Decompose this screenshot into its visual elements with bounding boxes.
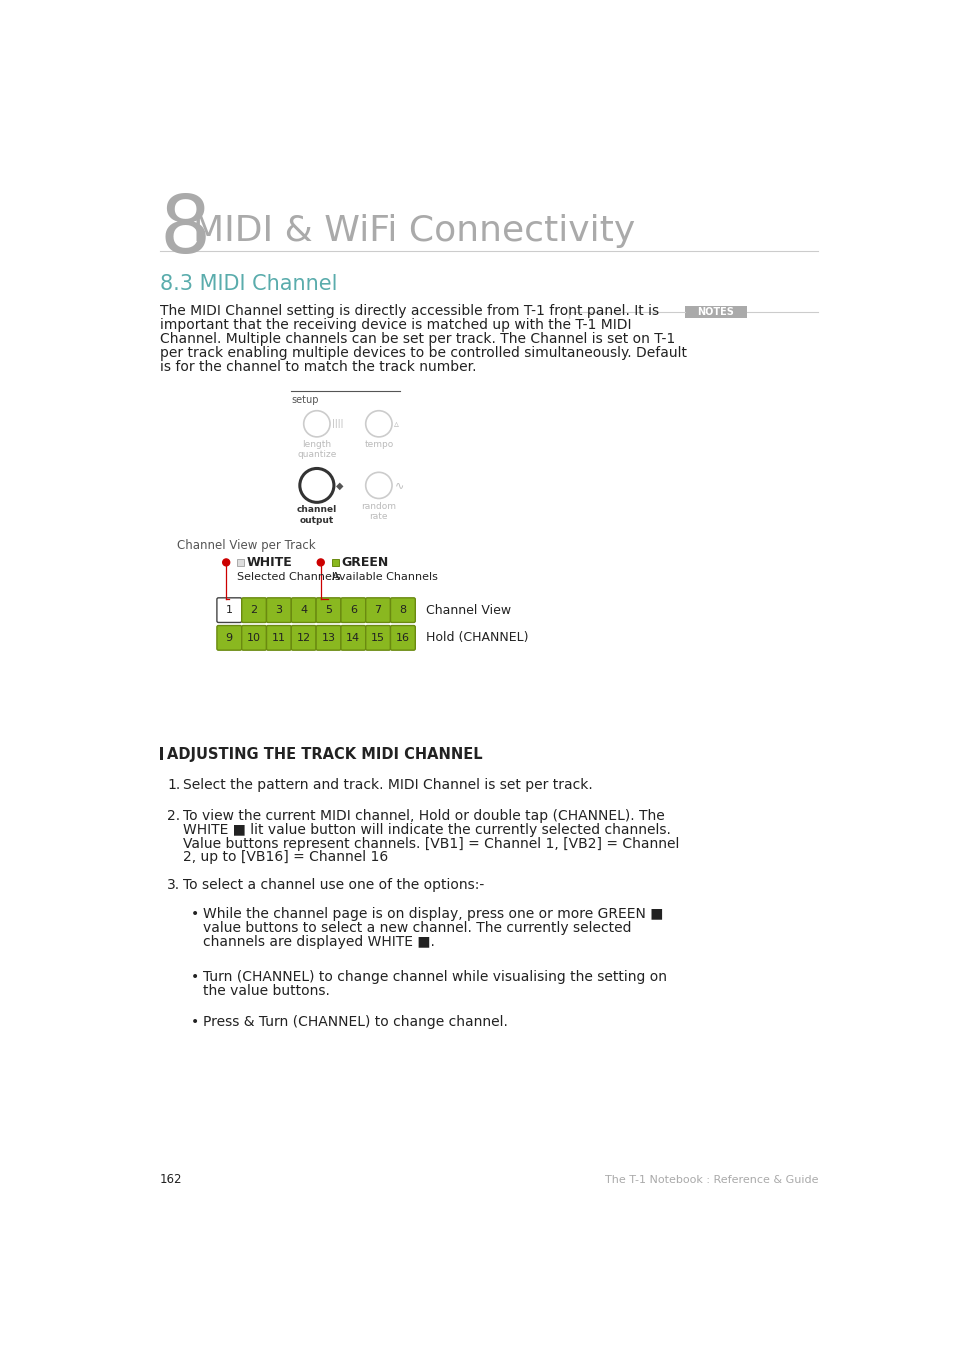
Text: Channel View per Track: Channel View per Track [177,539,315,552]
FancyBboxPatch shape [365,598,390,622]
Text: is for the channel to match the track number.: is for the channel to match the track nu… [159,360,476,374]
Text: Press & Turn (CHANNEL) to change channel.: Press & Turn (CHANNEL) to change channel… [203,1015,507,1029]
Text: 4: 4 [300,605,307,616]
Text: While the channel page is on display, press one or more GREEN ■: While the channel page is on display, pr… [203,907,662,921]
Text: 2, up to [VB16] = Channel 16: 2, up to [VB16] = Channel 16 [183,850,388,864]
Text: length
quantize: length quantize [297,440,336,459]
Text: Value buttons represent channels. [VB1] = Channel 1, [VB2] = Channel: Value buttons represent channels. [VB1] … [183,837,679,850]
FancyBboxPatch shape [332,559,338,566]
FancyBboxPatch shape [390,625,415,651]
Text: ∿: ∿ [394,481,403,490]
FancyBboxPatch shape [291,598,315,622]
Text: The T-1 Notebook : Reference & Guide: The T-1 Notebook : Reference & Guide [604,1174,818,1185]
Text: Channel View: Channel View [426,603,511,617]
FancyBboxPatch shape [216,598,241,622]
Text: 7: 7 [375,605,381,616]
Text: Turn (CHANNEL) to change channel while visualising the setting on: Turn (CHANNEL) to change channel while v… [203,971,666,984]
Text: WHITE: WHITE [247,556,293,568]
Text: 16: 16 [395,633,410,643]
Text: 14: 14 [346,633,360,643]
Text: the value buttons.: the value buttons. [203,984,330,999]
Text: 15: 15 [371,633,385,643]
Text: channels are displayed WHITE ■.: channels are displayed WHITE ■. [203,936,435,949]
Text: 5: 5 [325,605,332,616]
FancyBboxPatch shape [340,625,365,651]
Text: Channel. Multiple channels can be set per track. The Channel is set on T-1: Channel. Multiple channels can be set pe… [159,332,674,346]
Text: 3: 3 [275,605,282,616]
Text: MIDI & WiFi Connectivity: MIDI & WiFi Connectivity [193,215,635,248]
Text: tempo: tempo [364,440,393,450]
Text: The MIDI Channel setting is directly accessible from T-1 front panel. It is: The MIDI Channel setting is directly acc… [159,305,658,319]
FancyBboxPatch shape [684,306,746,319]
Text: 162: 162 [159,1173,182,1187]
Text: 10: 10 [247,633,261,643]
Text: per track enabling multiple devices to be controlled simultaneously. Default: per track enabling multiple devices to b… [159,346,686,360]
Text: 8: 8 [399,605,406,616]
Text: 1.: 1. [167,778,180,792]
Bar [159,747,162,760]
Text: ADJUSTING THE TRACK MIDI CHANNEL: ADJUSTING THE TRACK MIDI CHANNEL [167,747,482,763]
Text: value buttons to select a new channel. The currently selected: value buttons to select a new channel. T… [203,921,631,936]
FancyBboxPatch shape [216,625,241,651]
Text: 13: 13 [321,633,335,643]
Text: 3.: 3. [167,878,180,892]
Text: important that the receiving device is matched up with the T-1 MIDI: important that the receiving device is m… [159,319,630,332]
Text: 11: 11 [272,633,286,643]
Text: Select the pattern and track. MIDI Channel is set per track.: Select the pattern and track. MIDI Chann… [183,778,592,792]
Text: 1: 1 [226,605,233,616]
FancyBboxPatch shape [241,598,266,622]
Text: random
rate: random rate [361,502,395,521]
Circle shape [317,559,324,566]
Text: ||||: |||| [332,420,343,428]
Text: GREEN: GREEN [341,556,389,568]
Text: Available Channels: Available Channels [332,571,437,582]
Text: Selected Channels: Selected Channels [236,571,340,582]
Text: ◆: ◆ [335,481,343,490]
FancyBboxPatch shape [390,598,415,622]
Text: 8: 8 [159,192,211,270]
Text: •: • [191,907,198,921]
FancyBboxPatch shape [266,625,291,651]
Text: Hold (CHANNEL): Hold (CHANNEL) [426,632,528,644]
FancyBboxPatch shape [291,625,315,651]
Text: 2.: 2. [167,809,180,822]
Text: 9: 9 [226,633,233,643]
Text: 6: 6 [350,605,356,616]
Text: •: • [191,971,198,984]
Text: 8.3 MIDI Channel: 8.3 MIDI Channel [159,274,336,294]
Text: NOTES: NOTES [697,308,734,317]
Text: ▵: ▵ [394,418,399,429]
Text: channel
output: channel output [296,505,336,525]
FancyBboxPatch shape [340,598,365,622]
FancyBboxPatch shape [241,625,266,651]
Text: setup: setup [291,394,318,405]
Text: 12: 12 [296,633,311,643]
Text: To view the current MIDI channel, Hold or double tap (CHANNEL). The: To view the current MIDI channel, Hold o… [183,809,664,822]
Circle shape [222,559,230,566]
FancyBboxPatch shape [365,625,390,651]
Text: WHITE ■ lit value button will indicate the currently selected channels.: WHITE ■ lit value button will indicate t… [183,822,670,837]
FancyBboxPatch shape [315,625,340,651]
Text: •: • [191,1015,198,1029]
Text: To select a channel use one of the options:-: To select a channel use one of the optio… [183,878,483,892]
Text: 2: 2 [251,605,257,616]
FancyBboxPatch shape [236,559,244,566]
FancyBboxPatch shape [315,598,340,622]
FancyBboxPatch shape [266,598,291,622]
